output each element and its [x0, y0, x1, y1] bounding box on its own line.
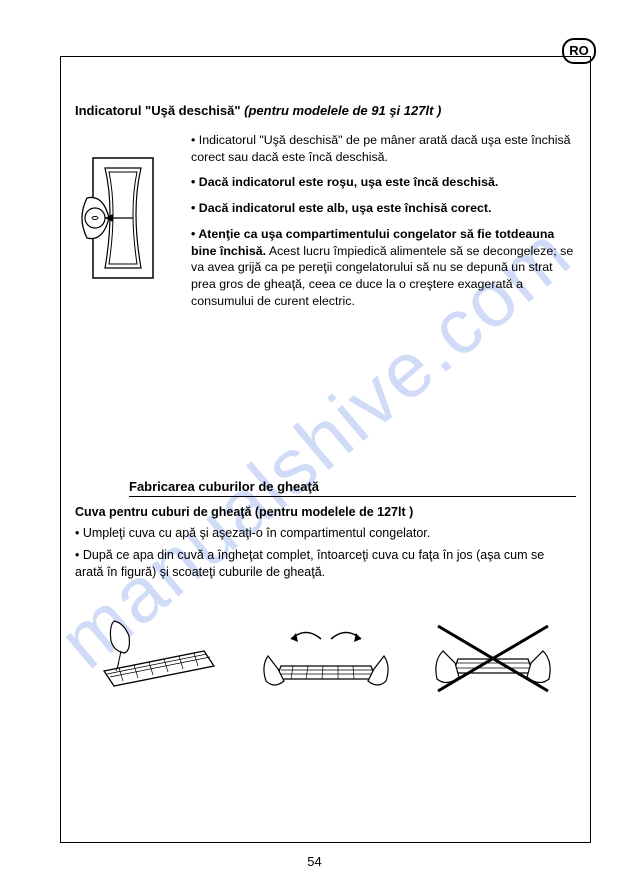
ice-figure-twist — [256, 611, 396, 701]
section1-body: • Indicatorul "Uşă deschisă" de pe mâner… — [75, 132, 576, 319]
content-frame: Indicatorul "Uşă deschisă" (pentru model… — [60, 56, 591, 843]
list-item: • Umpleţi cuva cu apă şi aşezaţi-o în co… — [75, 525, 576, 542]
bullet-text: • Dacă indicatorul este roşu, uşa este î… — [191, 175, 498, 189]
bullet-item: • Indicatorul "Uşă deschisă" de pe mâner… — [191, 132, 576, 165]
page-number: 54 — [0, 854, 629, 869]
bullet-item: • Atenţie ca uşa compartimentului congel… — [191, 226, 576, 310]
section1-title-italic: (pentru modelele de 91 şi 127lt ) — [244, 103, 441, 118]
bullet-item: • Dacă indicatorul este alb, uşa este în… — [191, 200, 576, 217]
door-indicator-diagram — [75, 150, 175, 290]
section1-title: Indicatorul "Uşă deschisă" (pentru model… — [75, 103, 576, 118]
ice-cube-figures — [75, 611, 576, 701]
section2-list: • Umpleţi cuva cu apă şi aşezaţi-o în co… — [75, 525, 576, 582]
section2: Fabricarea cuburilor de gheaţă Cuva pent… — [75, 479, 576, 702]
ice-figure-wrong — [423, 611, 563, 701]
bullet-text: • Dacă indicatorul este alb, uşa este în… — [191, 201, 491, 215]
section2-subheading: Cuva pentru cuburi de gheaţă (pentru mod… — [75, 505, 576, 519]
section1-title-prefix: Indicatorul "Uşă deschisă" — [75, 103, 241, 118]
list-item: • După ce apa din cuvă a îngheţat comple… — [75, 547, 576, 581]
section2-heading: Fabricarea cuburilor de gheaţă — [129, 479, 576, 497]
ice-figure-fill — [89, 611, 229, 701]
bullet-text: • Indicatorul "Uşă deschisă" de pe mâner… — [191, 133, 571, 164]
manual-page: manualshive.com RO Indicatorul "Uşă desc… — [0, 0, 629, 893]
section1-bullets: • Indicatorul "Uşă deschisă" de pe mâner… — [191, 132, 576, 319]
bullet-item: • Dacă indicatorul este roşu, uşa este î… — [191, 174, 576, 191]
